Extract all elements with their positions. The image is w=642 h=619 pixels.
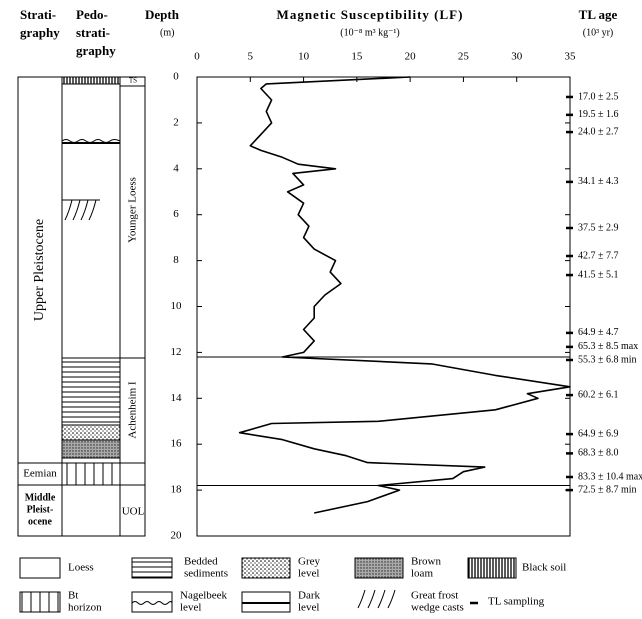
header: (10³ yr) [583,27,614,38]
tl-age-label: 64.9 ± 6.9 [578,428,619,439]
tl-age-label: 42.7 ± 7.7 [578,250,619,261]
tl-age-label: 64.9 ± 4.7 [578,327,619,338]
chart-title: Magnetic Susceptibility (LF) [277,7,464,22]
tl-age-label: 65.3 ± 8.5 max [578,341,638,352]
x-tick-label: 25 [458,51,470,63]
legend-label: level [180,602,201,614]
tl-age-label: 17.0 ± 2.5 [578,91,619,102]
legend-label: Loess [68,562,94,574]
header: TL age [579,7,618,22]
legend-swatches [19,557,517,613]
y-tick-label: 8 [173,254,179,266]
y-tick-label: 0 [173,71,179,83]
x-tick-label: 15 [351,51,363,63]
x-tick-label: 30 [511,51,523,63]
tl-age-label: 83.3 ± 10.4 max [578,471,642,482]
unit-label: Upper Pleistocene [32,219,47,321]
x-tick-label: 35 [565,51,577,63]
tl-age-label: 55.3 ± 6.8 min [578,354,637,365]
y-tick-label: 4 [173,162,179,174]
header: (m) [160,27,174,38]
unit-label: Eemian [23,468,57,480]
plot-frame [196,76,571,537]
unit-label: Middle [25,492,56,503]
legend-label: Brown [411,556,441,568]
y-tick-label: 6 [173,208,179,220]
header: graphy [76,43,116,58]
unit-label: Younger Loess [127,177,139,243]
legend-label: horizon [68,602,102,614]
susceptibility-line [238,76,571,514]
y-tick-label: 14 [171,392,183,404]
legend-label: TL sampling [488,596,545,608]
strat-column [17,76,146,537]
header: strati- [76,25,110,40]
legend-label: Bt [68,590,78,602]
tl-age-label: 68.3 ± 8.0 [578,448,619,459]
header: graphy [20,25,60,40]
tl-age-label: 19.5 ± 1.6 [578,109,619,120]
x-tick-label: 5 [248,51,254,63]
unit-label: Achenheim I [127,381,139,438]
tl-age-label: 60.2 ± 6.1 [578,389,619,400]
y-tick-label: 2 [173,116,179,128]
legend-label: level [298,568,319,580]
unit-label: TS [129,77,137,85]
y-tick-label: 20 [171,530,183,542]
legend-label: Bedded [184,556,218,568]
legend-label: Nagelbeek [180,590,228,602]
y-tick-label: 10 [171,300,183,312]
tl-age-label: 37.5 ± 2.9 [578,222,619,233]
tl-age-label: 72.5 ± 8.7 min [578,484,637,495]
header: Strati- [20,7,56,22]
legend-label: Black soil [522,562,566,574]
x-tick-label: 10 [298,51,310,63]
tl-age-label: 34.1 ± 4.3 [578,176,619,187]
legend-label: Great frost [411,590,458,602]
unit-label: UOL [122,506,145,518]
legend-label: Dark [298,590,320,602]
unit-label: Pleist- [27,504,54,515]
y-tick-label: 18 [171,484,183,496]
header: Pedo- [76,7,108,22]
tl-age-label: 24.0 ± 2.7 [578,126,619,137]
x-tick-label: 20 [405,51,417,63]
chart-subtitle: (10⁻⁸ m³ kg⁻¹) [340,27,399,38]
y-tick-label: 16 [171,438,183,450]
legend-label: Grey [298,556,320,568]
legend-label: wedge casts [411,602,464,614]
unit-label: ocene [28,516,52,527]
x-tick-label: 0 [194,51,200,63]
y-tick-label: 12 [171,346,182,358]
header: Depth [145,7,180,22]
legend-label: sediments [184,568,228,580]
legend-label: level [298,602,319,614]
tl-age-label: 41.5 ± 5.1 [578,269,619,280]
legend-label: loam [411,568,433,580]
